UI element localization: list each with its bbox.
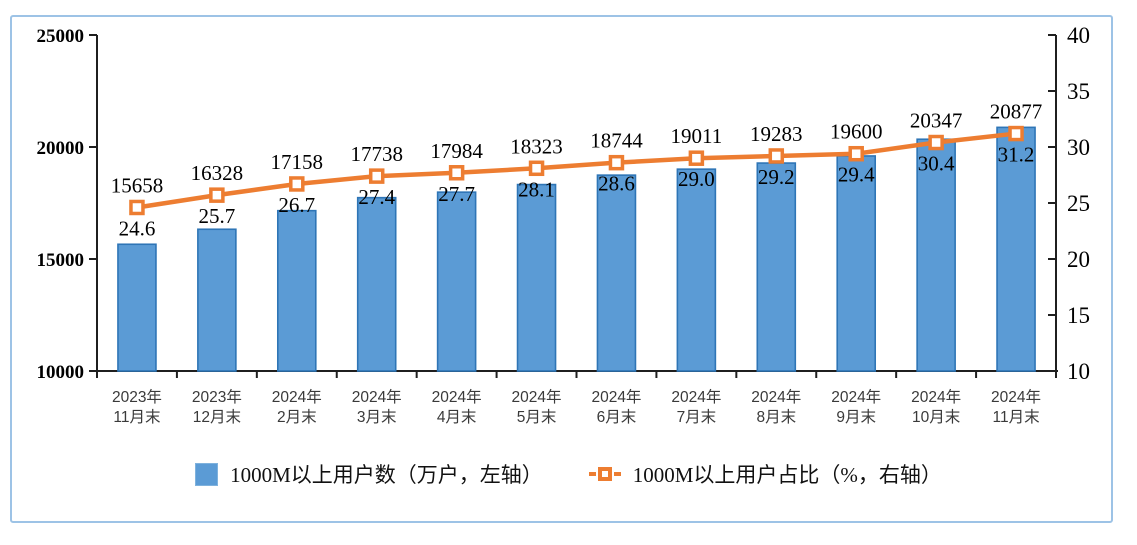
line-value-label: 28.6 — [598, 172, 635, 196]
right-axis-tick-label: 35 — [1067, 79, 1090, 104]
bar — [756, 162, 797, 372]
category-label-top: 2024年 — [352, 388, 402, 406]
category-label-top: 2023年 — [112, 388, 162, 406]
bar-series-legend-label: 1000M以上用户数（万户，左轴） — [230, 463, 543, 487]
bar — [596, 174, 637, 372]
line-marker — [688, 150, 705, 166]
category-label-bottom: 9月末 — [836, 408, 876, 426]
line-marker — [448, 165, 465, 181]
bar-value-label: 16328 — [191, 161, 244, 185]
bar — [117, 243, 157, 372]
left-axis-tick-label: 25000 — [37, 26, 85, 47]
bar — [197, 228, 237, 372]
left-axis-tick-label: 10000 — [37, 362, 85, 383]
category-label-top: 2024年 — [911, 388, 961, 406]
line-series-marker-icon — [588, 467, 621, 481]
bar-value-label: 15658 — [111, 173, 164, 197]
category-label-top: 2023年 — [192, 388, 242, 406]
line-value-label: 27.7 — [438, 182, 475, 206]
bar — [996, 126, 1036, 372]
line-marker — [289, 176, 305, 192]
bar-value-label: 20347 — [910, 109, 963, 133]
line-marker — [848, 145, 864, 162]
bar-value-label: 18323 — [510, 134, 563, 158]
bar — [516, 183, 557, 372]
line-series-legend-label: 1000M以上用户占比（%，右轴） — [632, 463, 942, 487]
bar-value-label: 17984 — [430, 139, 483, 163]
line-series-path — [134, 131, 1019, 210]
left-axis-tick-label: 20000 — [37, 138, 85, 159]
category-label-bottom: 11月末 — [992, 408, 1039, 426]
bar-series-swatch-icon — [195, 462, 219, 486]
line-marker — [209, 187, 225, 203]
line-value-label: 25.7 — [199, 204, 236, 228]
category-label-top: 2024年 — [272, 388, 322, 406]
bar — [356, 196, 397, 372]
category-label-top: 2024年 — [831, 388, 881, 406]
line-value-label: 29.4 — [838, 163, 875, 187]
category-label-bottom: 5月末 — [517, 408, 557, 426]
bar-value-label: 19600 — [830, 120, 883, 144]
bar-value-label: 19011 — [671, 124, 723, 148]
line-marker — [928, 134, 944, 151]
line-value-label: 28.1 — [518, 177, 555, 201]
line-value-label: 29.0 — [678, 167, 715, 191]
line-value-label: 27.4 — [358, 185, 395, 209]
bar-value-label: 20877 — [990, 100, 1043, 124]
bar-value-label: 17738 — [350, 142, 403, 166]
line-marker — [768, 148, 785, 164]
category-label-bottom: 12月末 — [193, 408, 241, 426]
bar-value-label: 17158 — [271, 150, 324, 174]
category-label-bottom: 2月末 — [277, 408, 317, 426]
right-axis-tick-label: 25 — [1067, 191, 1090, 216]
line-value-label: 30.4 — [918, 152, 955, 176]
line-marker — [1008, 125, 1024, 142]
bar-value-label: 18744 — [590, 129, 643, 153]
category-label-bottom: 11月末 — [113, 408, 160, 426]
bar — [436, 191, 477, 372]
right-axis-tick-label: 40 — [1067, 23, 1090, 48]
right-axis-tick-label: 10 — [1067, 359, 1090, 384]
category-label-bottom: 4月末 — [437, 408, 477, 426]
bar — [836, 155, 877, 372]
right-axis-tick-label: 30 — [1067, 135, 1090, 160]
line-marker — [608, 154, 625, 171]
line-value-label: 31.2 — [998, 143, 1035, 167]
line-value-label: 24.6 — [119, 216, 156, 240]
bar — [676, 168, 717, 372]
category-label-top: 2024年 — [991, 388, 1041, 406]
category-label-bottom: 10月末 — [912, 408, 960, 426]
legend-item-line-series: 1000M以上用户占比（%，右轴） — [588, 459, 942, 489]
category-label-top: 2024年 — [432, 388, 482, 406]
legend-item-bar-series: 1000M以上用户数（万户，左轴） — [195, 459, 543, 489]
category-label-top: 2024年 — [671, 388, 721, 406]
line-marker — [528, 160, 545, 177]
bar — [916, 138, 956, 372]
bar-value-label: 19283 — [750, 122, 803, 146]
line-value-label: 29.2 — [758, 165, 795, 189]
category-label-top: 2024年 — [512, 388, 562, 406]
line-value-label: 26.7 — [278, 193, 315, 217]
category-label-bottom: 8月末 — [756, 408, 796, 426]
category-label-bottom: 7月末 — [677, 408, 717, 426]
line-marker — [368, 168, 385, 184]
right-axis-tick-label: 20 — [1067, 247, 1090, 272]
chart-legend: 1000M以上用户数（万户，左轴） 1000M以上用户占比（%，右轴） — [0, 453, 1137, 495]
left-axis-tick-label: 15000 — [37, 250, 85, 271]
right-axis-tick-label: 15 — [1067, 303, 1090, 328]
line-marker — [129, 199, 145, 216]
bar — [276, 209, 317, 372]
category-label-bottom: 6月末 — [597, 408, 637, 426]
category-label-bottom: 3月末 — [357, 408, 397, 426]
category-label-top: 2024年 — [751, 388, 801, 406]
category-label-top: 2024年 — [591, 388, 641, 406]
